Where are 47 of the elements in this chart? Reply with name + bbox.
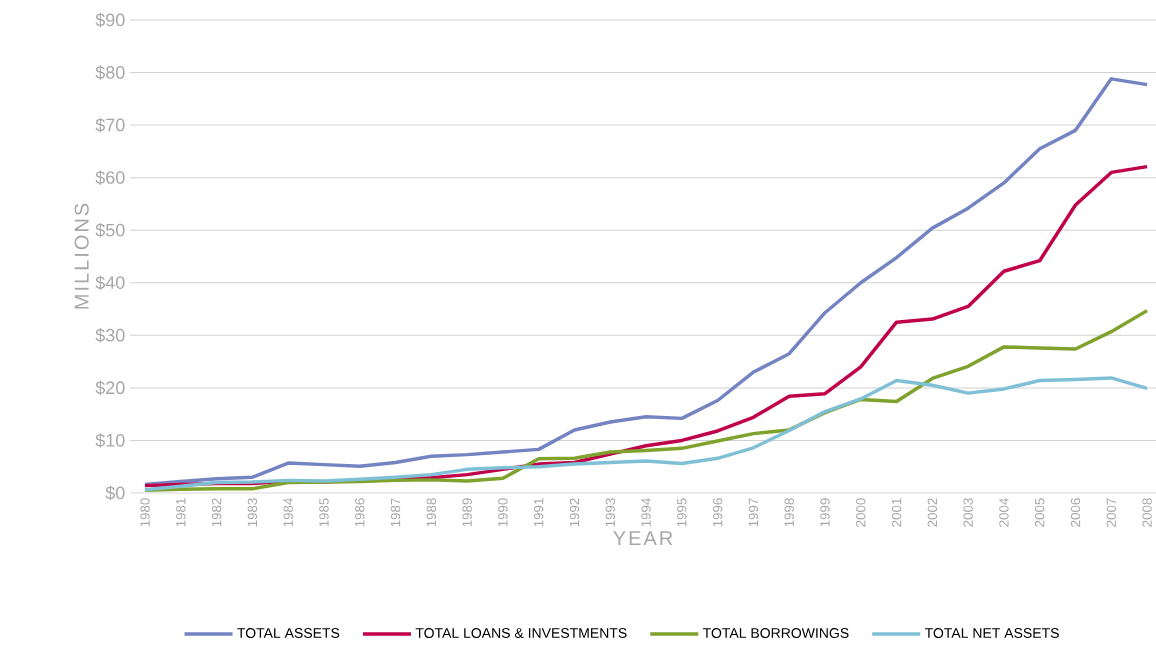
y-tick-label: $10: [95, 433, 125, 448]
x-tick-label: 1996: [712, 498, 723, 527]
x-tick-label: 1984: [283, 498, 293, 527]
y-tick-label: $70: [95, 117, 125, 133]
x-tick-label: 1980: [140, 498, 150, 527]
x-tick-label: 2001: [891, 498, 902, 527]
x-tick-label: 2004: [999, 498, 1009, 527]
x-tick-label: 1985: [319, 498, 329, 527]
x-tick-label: 1998: [784, 498, 794, 527]
x-tick-label: 2006: [1070, 498, 1081, 527]
x-tick-label: 1995: [677, 498, 687, 527]
legend-label: TOTAL ASSETS: [237, 628, 340, 638]
x-tick-label: 1999: [820, 498, 830, 527]
y-axis-title: MILLIONS: [74, 203, 89, 309]
x-tick-label: 1982: [211, 498, 222, 527]
legend-label: TOTAL LOANS & INVESTMENTS: [415, 628, 627, 638]
x-tick-label: 1994: [641, 498, 651, 527]
y-tick-label: $20: [95, 380, 125, 396]
x-tick-label: 1981: [176, 498, 186, 527]
y-tick-label: $30: [95, 328, 125, 343]
legend-label: TOTAL BORROWINGS: [702, 628, 849, 638]
x-tick-label: 2000: [856, 498, 866, 527]
x-tick-label: 2002: [927, 498, 938, 527]
y-tick-label: $40: [95, 275, 125, 291]
x-tick-label: 1997: [748, 498, 759, 527]
x-tick-label: 1987: [390, 498, 401, 527]
line-series: [143, 77, 1149, 487]
x-tick-label: 1986: [355, 498, 365, 527]
x-tick-label: 1992: [569, 498, 580, 527]
x-tick-label: 2003: [963, 498, 973, 527]
x-tick-label: 1988: [426, 498, 437, 527]
legend-label: TOTAL NET ASSETS: [924, 628, 1059, 638]
x-tick-label: 1983: [247, 498, 258, 527]
x-tick-label: 1991: [533, 498, 544, 527]
y-tick-label: $50: [95, 222, 125, 238]
y-tick-label: $60: [95, 170, 125, 185]
x-axis-title: YEAR: [613, 531, 673, 545]
y-tick-label: $80: [95, 65, 125, 80]
x-tick-label: 2007: [1106, 498, 1116, 527]
x-tick-label: 2005: [1034, 498, 1045, 527]
line-series: [143, 376, 1149, 492]
y-tick-label: $90: [95, 12, 125, 28]
x-tick-label: 1993: [605, 498, 615, 527]
y-tick-label: $0: [105, 485, 125, 501]
x-tick-label: 1989: [462, 498, 472, 527]
x-tick-label: 2008: [1142, 498, 1152, 527]
x-tick-label: 1990: [498, 498, 508, 527]
